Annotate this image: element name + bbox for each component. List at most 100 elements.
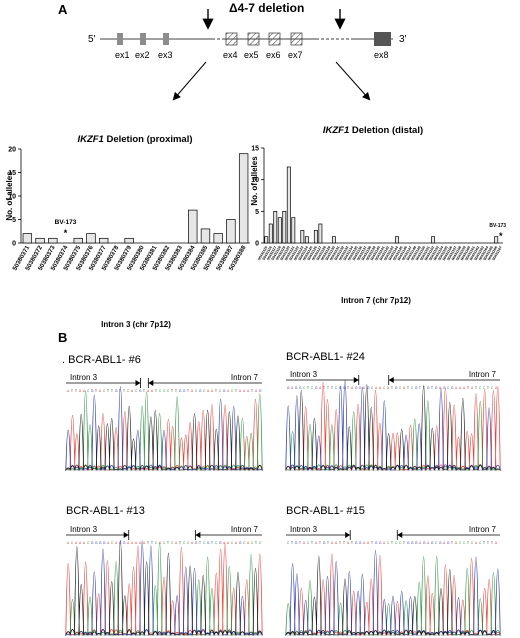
base-call: A [135, 541, 138, 545]
exon-8 [374, 32, 391, 46]
base-call: C [219, 389, 222, 393]
bar [282, 210, 287, 244]
base-call: T [179, 541, 181, 545]
base-call: A [159, 541, 162, 545]
category-label: 50431139 [365, 246, 376, 262]
base-call: T [187, 389, 189, 393]
category-label: 50431151 [419, 246, 430, 262]
base-call: T [403, 541, 405, 545]
base-call: C [259, 541, 262, 545]
base-call: A [243, 389, 246, 393]
category-label: 50431128 [316, 246, 327, 262]
base-call: T [319, 541, 321, 545]
chart-distal-plot: 0510155043111550431116504311175043111850… [251, 146, 506, 262]
category-label: 50431116 [262, 246, 273, 262]
base-call: T [483, 541, 485, 545]
base-call: T [255, 541, 257, 545]
base-call: A [335, 541, 338, 545]
base-call: T [391, 386, 393, 390]
chart-distal: IKZF1 Deletion (distal) No. of alleles I… [250, 125, 506, 305]
chart-distal-title-gene: IKZF1 [323, 125, 349, 136]
base-call: C [395, 541, 398, 545]
base-call: A [455, 541, 458, 545]
intron7-label: Intron 7 [469, 525, 497, 534]
base-call: T [111, 389, 113, 393]
category-label: 50431145 [392, 246, 403, 262]
bar [48, 237, 58, 244]
bar [304, 236, 309, 244]
category-label: 50431163 [473, 246, 484, 262]
base-call: C [111, 541, 114, 545]
base-call: G [407, 541, 410, 545]
category-label: 50431135 [347, 246, 358, 262]
base-call: T [235, 389, 237, 393]
exon-2 [140, 33, 146, 45]
base-call: C [195, 389, 198, 393]
chart-proximal-title-rest: Deletion (proximal) [104, 134, 193, 145]
base-call: T [147, 541, 149, 545]
base-call: C [479, 541, 482, 545]
three-prime-label: 3' [399, 34, 407, 45]
trace-black [285, 384, 502, 471]
base-call: T [407, 386, 409, 390]
base-call: T [419, 386, 421, 390]
y-tick-label: 20 [8, 147, 16, 154]
base-call: C [187, 541, 190, 545]
category-label: 50431160 [460, 246, 471, 262]
y-tick-label: 10 [251, 177, 259, 184]
base-call: A [147, 389, 150, 393]
trace-blue [285, 380, 501, 471]
category-label: 50431167 [492, 246, 503, 262]
base-call: A [227, 389, 230, 393]
category-label: 50431150 [415, 246, 426, 262]
base-call: C [307, 541, 310, 545]
y-tick-label: 5 [12, 217, 16, 224]
intron3-label: Intron 3 [70, 525, 98, 534]
base-call: C [447, 386, 450, 390]
bar [188, 209, 198, 244]
base-call: T [451, 541, 453, 545]
category-label: 50431154 [433, 246, 444, 262]
deletion-title: Δ4-7 deletion [229, 1, 304, 15]
base-call: A [455, 386, 458, 390]
chart-proximal-title: IKZF1 Deletion (proximal) [77, 134, 192, 145]
base-call: A [75, 541, 78, 545]
base-call: A [363, 386, 366, 390]
category-label: 50431133 [338, 246, 349, 262]
base-call: T [107, 389, 109, 393]
base-call: C [171, 541, 174, 545]
intron7-label: Intron 7 [231, 525, 259, 534]
bar [213, 233, 223, 244]
base-call: G [119, 541, 122, 545]
base-call: C [203, 541, 206, 545]
intron3-label: Intron 3 [290, 525, 318, 534]
category-label: 50431142 [379, 246, 390, 262]
category-label: 50431156 [442, 246, 453, 262]
base-call: T [311, 541, 313, 545]
trace-title: BCR-ABL1- #24 [286, 351, 365, 363]
category-label: 50431159 [455, 246, 466, 262]
base-call: A [207, 389, 210, 393]
base-call: T [251, 389, 253, 393]
base-call: G [379, 541, 382, 545]
exon-5 [247, 32, 260, 46]
bar [124, 237, 134, 244]
base-call: A [239, 389, 242, 393]
base-call: G [207, 541, 210, 545]
base-call: T [431, 386, 433, 390]
base-call: C [311, 386, 314, 390]
annotation-star: * [499, 231, 503, 241]
bar [273, 210, 278, 244]
base-call: C [135, 389, 138, 393]
category-label: 50431153 [428, 246, 439, 262]
trace-black [65, 540, 263, 636]
base-call: T [211, 541, 213, 545]
base-call: G [99, 541, 102, 545]
intron3-label: Intron 3 [70, 373, 98, 382]
y-tick-label: 15 [8, 170, 16, 177]
base-call: C [163, 389, 166, 393]
category-label: 50431129 [320, 246, 331, 262]
